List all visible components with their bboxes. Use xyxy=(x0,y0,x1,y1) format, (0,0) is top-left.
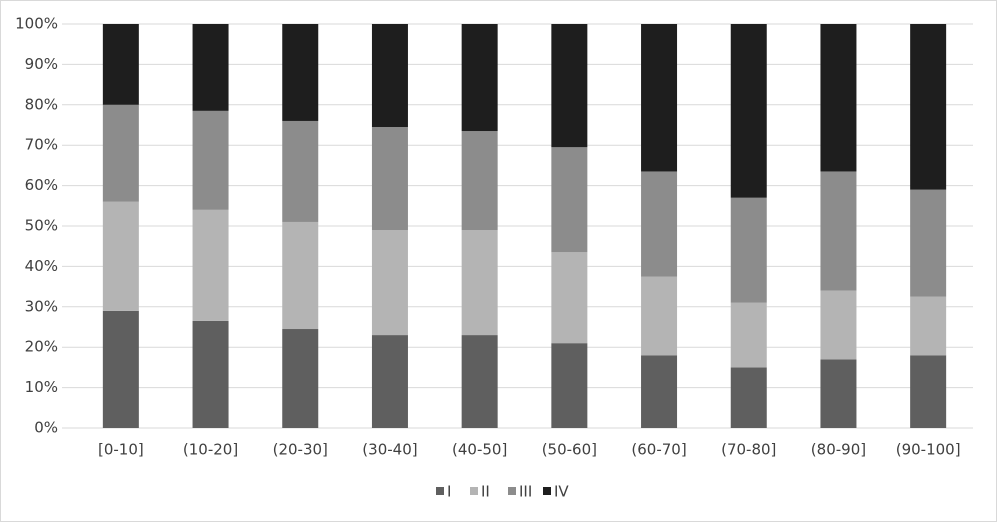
bar-segment xyxy=(102,24,139,105)
bar-segment xyxy=(282,24,319,121)
legend-swatch xyxy=(543,487,551,495)
bar-segment xyxy=(282,120,319,222)
bar-segment xyxy=(910,355,947,428)
bar-segment xyxy=(910,189,947,297)
bar-segment xyxy=(910,24,947,190)
y-tick-label: 50% xyxy=(25,217,58,235)
x-tick-label: (60-70] xyxy=(631,441,686,459)
bar-segment xyxy=(641,276,678,356)
y-tick-label: 70% xyxy=(25,136,58,154)
bar-segment xyxy=(730,302,767,368)
x-tick-label: (80-90] xyxy=(811,441,866,459)
bar-segment xyxy=(910,296,947,356)
bar-segment xyxy=(371,24,408,128)
y-tick-label: 30% xyxy=(25,297,58,315)
y-tick-label: 0% xyxy=(34,419,58,437)
bar-segment xyxy=(820,290,857,360)
x-tick-label: (30-40] xyxy=(362,441,417,459)
x-tick-label: (70-80] xyxy=(721,441,776,459)
bar-segment xyxy=(371,230,408,336)
bar-segment xyxy=(730,24,767,198)
bar-segment xyxy=(102,310,139,428)
y-tick-label: 40% xyxy=(25,257,58,275)
y-tick-label: 100% xyxy=(15,15,58,33)
bar-segment xyxy=(371,127,408,231)
bar-segment xyxy=(282,329,319,428)
bar-segment xyxy=(192,320,229,428)
legend-swatch xyxy=(436,487,444,495)
bar-segment xyxy=(730,197,767,303)
y-tick-label: 10% xyxy=(25,378,58,396)
x-tick-label: (90-100] xyxy=(896,441,961,459)
x-tick-label: (10-20] xyxy=(183,441,238,459)
bar-segment xyxy=(820,171,857,291)
legend-label: II xyxy=(481,483,490,501)
y-tick-label: 60% xyxy=(25,176,58,194)
legend-label: IV xyxy=(554,483,569,501)
bar-segment xyxy=(461,230,498,336)
bar-segment xyxy=(551,24,588,148)
bar-segment xyxy=(820,359,857,428)
legend-label: I xyxy=(447,483,451,501)
x-tick-label: (20-30] xyxy=(273,441,328,459)
bar-segment xyxy=(641,24,678,172)
bar-segment xyxy=(102,201,139,311)
bar-segment xyxy=(102,104,139,202)
bar-segment xyxy=(551,343,588,428)
bar-segment xyxy=(192,24,229,111)
legend-label: III xyxy=(519,483,532,501)
legend-swatch xyxy=(470,487,478,495)
y-tick-label: 80% xyxy=(25,95,58,113)
bar-segment xyxy=(461,131,498,231)
bar-segment xyxy=(371,335,408,428)
bar-segment xyxy=(192,110,229,210)
x-tick-label: (50-60] xyxy=(542,441,597,459)
x-tick-label: [0-10] xyxy=(98,441,144,459)
bar-segment xyxy=(461,335,498,428)
bar-segment xyxy=(641,171,678,277)
bar-segment xyxy=(641,355,678,428)
bar-segment xyxy=(192,209,229,321)
bar-segment xyxy=(461,24,498,132)
bar-segment xyxy=(730,367,767,428)
x-tick-label: (40-50] xyxy=(452,441,507,459)
bar-segment xyxy=(282,221,319,330)
y-tick-label: 90% xyxy=(25,55,58,73)
y-tick-label: 20% xyxy=(25,338,58,356)
bar-segment xyxy=(820,24,857,172)
bar-segment xyxy=(551,252,588,344)
legend-swatch xyxy=(508,487,516,495)
bar-segment xyxy=(551,147,588,253)
